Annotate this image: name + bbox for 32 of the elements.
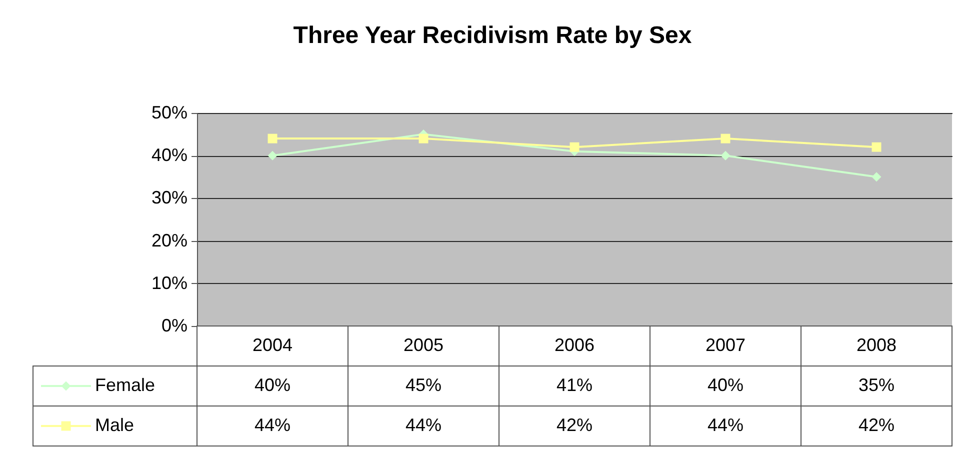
x-tick-label: 2007 — [705, 335, 746, 355]
point — [418, 134, 428, 144]
x-tick-label: 2008 — [856, 335, 897, 355]
data-label: 44% — [405, 415, 442, 435]
x-tick-label: 2005 — [403, 335, 444, 355]
y-tick-label: 0% — [161, 316, 188, 336]
chart-title: Three Year Recidivism Rate by Sex — [293, 22, 692, 49]
x-tick-label: 2004 — [252, 335, 293, 355]
y-tick-label: 20% — [151, 230, 188, 250]
point — [570, 142, 580, 152]
data-label: 44% — [254, 415, 291, 435]
data-label: 41% — [556, 375, 593, 395]
point — [720, 150, 730, 160]
data-label: 42% — [858, 415, 895, 435]
y-tick-label: 30% — [151, 188, 188, 208]
data-label: 42% — [556, 415, 593, 435]
data-label: 35% — [858, 375, 895, 395]
y-tick-label: 40% — [151, 145, 188, 166]
legend-label: Male — [95, 415, 134, 435]
point — [720, 134, 730, 144]
point — [268, 150, 278, 160]
data-label: 40% — [254, 375, 291, 395]
legend-label: Female — [95, 375, 156, 395]
data-label: 44% — [707, 415, 744, 435]
y-tick-label: 50% — [151, 102, 188, 122]
y-tick-label: 10% — [151, 272, 188, 293]
point — [872, 142, 882, 152]
point — [268, 134, 278, 144]
data-label: 40% — [707, 375, 744, 395]
point — [872, 172, 882, 182]
x-tick-label: 2006 — [554, 335, 595, 355]
data-label: 45% — [405, 375, 442, 395]
